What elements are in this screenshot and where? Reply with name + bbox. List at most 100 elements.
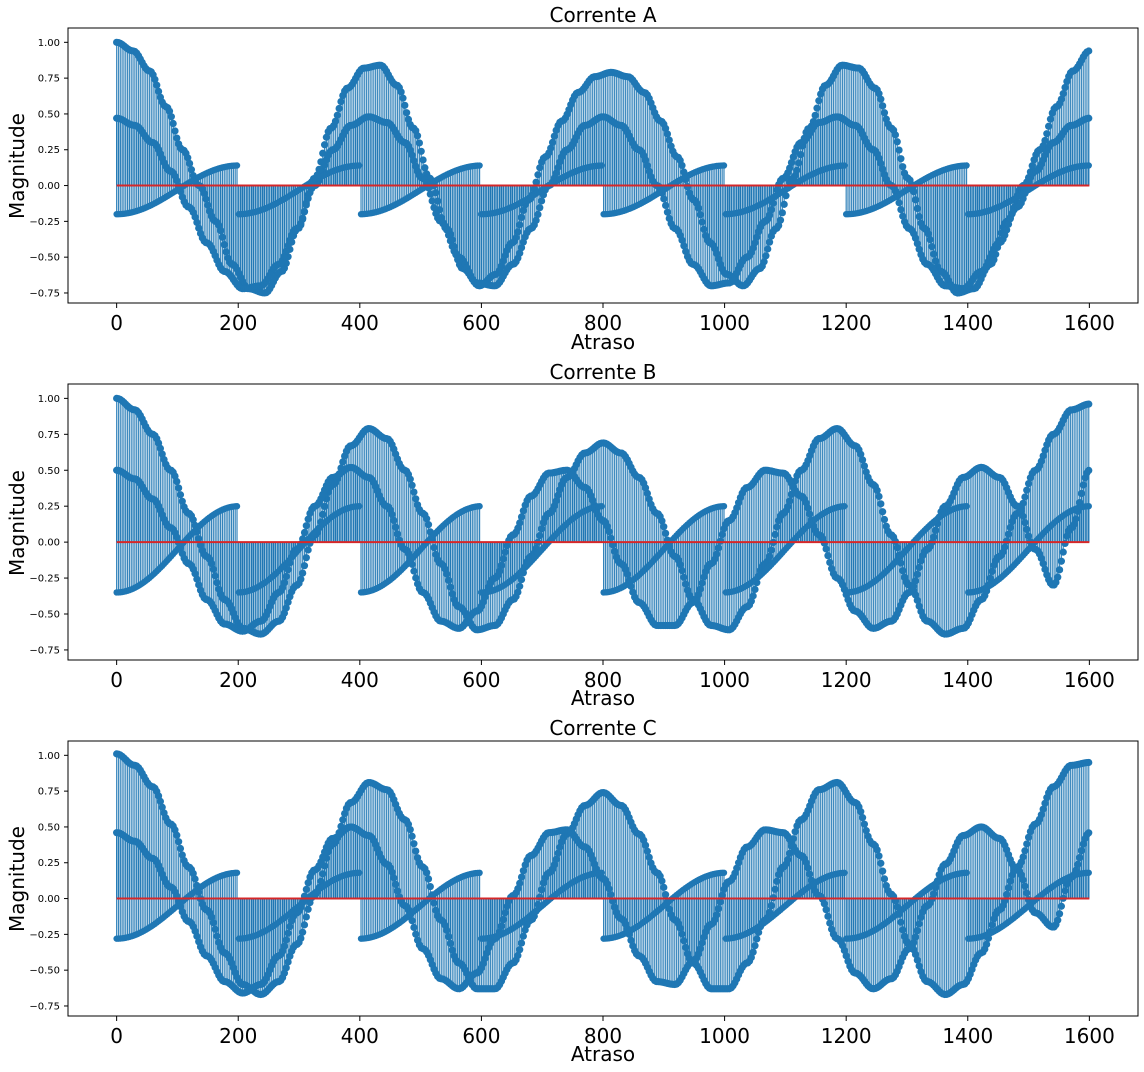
x-axis-label: Atraso (571, 330, 635, 354)
stem-marker (154, 87, 163, 95)
stem-marker (282, 247, 290, 255)
stem-marker (548, 138, 557, 146)
stem-marker (858, 456, 867, 464)
stem-marker (720, 162, 728, 169)
stem-marker (320, 161, 329, 169)
stem-marker (304, 515, 312, 523)
x-tick-label: 0 (110, 311, 123, 335)
x-tick-label: 1200 (821, 311, 872, 335)
stem-marker (751, 585, 759, 594)
x-tick-label: 400 (341, 311, 379, 335)
stem-marker (297, 575, 305, 583)
stem-marker (189, 516, 197, 524)
stem-marker (300, 562, 309, 570)
stem-marker (641, 156, 650, 164)
subplot-corrente-b: Corrente B 0 200 400 600 800 1000 1200 1400 1600… (5, 360, 1139, 710)
stem-marker (811, 111, 819, 119)
stem-marker (514, 588, 522, 596)
stem-marker (403, 109, 411, 117)
stem-marker (1021, 493, 1029, 501)
stem-marker (660, 523, 668, 531)
stem-marker (517, 244, 526, 252)
stem-marker (1039, 452, 1047, 460)
stem-marker (875, 90, 883, 98)
stem-marker (413, 132, 422, 140)
stem-marker (552, 169, 560, 177)
stem-marker (175, 484, 183, 492)
y-tick-label: −0.25 (29, 217, 60, 228)
stem-marker (410, 157, 418, 165)
stem-marker (534, 210, 542, 218)
stem-marker (284, 566, 292, 574)
stem-marker (339, 458, 347, 466)
stem-marker (663, 130, 672, 138)
stem-marker (643, 162, 651, 170)
stem-marker (476, 162, 483, 169)
x-tick-label: 1000 (699, 311, 750, 335)
stem-marker (151, 75, 159, 84)
stem-marker (193, 575, 201, 583)
stem-marker (749, 592, 757, 600)
stem-marker (857, 450, 865, 458)
stem-marker (877, 159, 885, 168)
stem-marker (786, 164, 794, 172)
stem-marker (516, 249, 524, 257)
series-inner (113, 162, 1092, 218)
stem-marker (165, 107, 174, 115)
stem-marker (815, 97, 823, 105)
stem-marker (158, 450, 166, 458)
stem-marker (915, 602, 923, 610)
y-tick-label: 0.75 (38, 74, 60, 85)
stem-marker (780, 200, 788, 208)
stem-marker (662, 529, 670, 537)
stem-marker (1024, 479, 1033, 488)
stem-marker (643, 489, 651, 497)
stem-marker (1041, 136, 1049, 145)
stem-marker (1085, 162, 1092, 169)
stem-marker (877, 500, 885, 508)
stem-marker (663, 208, 672, 216)
stem-marker (873, 486, 881, 495)
stem-marker (282, 572, 290, 581)
y-tick-label: −0.50 (29, 253, 60, 264)
stem-marker (680, 242, 688, 250)
y-tick-label: 0.25 (38, 145, 60, 156)
stem-marker (304, 546, 312, 554)
stem-marker (156, 444, 165, 452)
stem-marker (547, 144, 555, 152)
stem-marker (167, 113, 175, 121)
stem-marker (762, 252, 770, 260)
stem-marker (913, 239, 921, 248)
stem-marker (1059, 90, 1067, 98)
stem-marker (428, 197, 436, 205)
stem-marker (1028, 162, 1036, 170)
stem-marker (536, 164, 544, 172)
stem-marker (665, 136, 673, 144)
stem-marker (1041, 446, 1049, 454)
stem-marker (897, 155, 905, 163)
stem-marker (1046, 115, 1055, 123)
stem-marker (895, 146, 903, 154)
x-tick-label: 1400 (942, 311, 993, 335)
stem-marker (1004, 220, 1013, 228)
stem-marker (765, 238, 774, 246)
stem-marker (879, 508, 887, 516)
subplot-corrente-a: Corrente A 0 200 400 600 800 1000 1200 1400 1600… (5, 3, 1139, 354)
stem-marker (337, 98, 345, 106)
plot-area: 0 200 400 600 800 1000 1200 1400 1600 1.00 0.75 0.5… (29, 27, 1139, 335)
y-tick-label: 0.00 (38, 181, 60, 192)
series-2 (113, 113, 1093, 293)
stem-marker (554, 163, 562, 172)
stem-marker (322, 133, 330, 141)
stem-marker (658, 517, 666, 525)
stem-marker (1085, 400, 1093, 408)
stem-marker (880, 109, 889, 117)
stem-marker (415, 139, 423, 147)
stem-marker (280, 579, 289, 587)
stem-marker (419, 156, 427, 164)
stem-marker (302, 522, 310, 530)
stem-marker (320, 141, 329, 149)
stem-marker (536, 204, 544, 212)
stem-marker (300, 528, 309, 537)
stem-marker (178, 497, 186, 505)
